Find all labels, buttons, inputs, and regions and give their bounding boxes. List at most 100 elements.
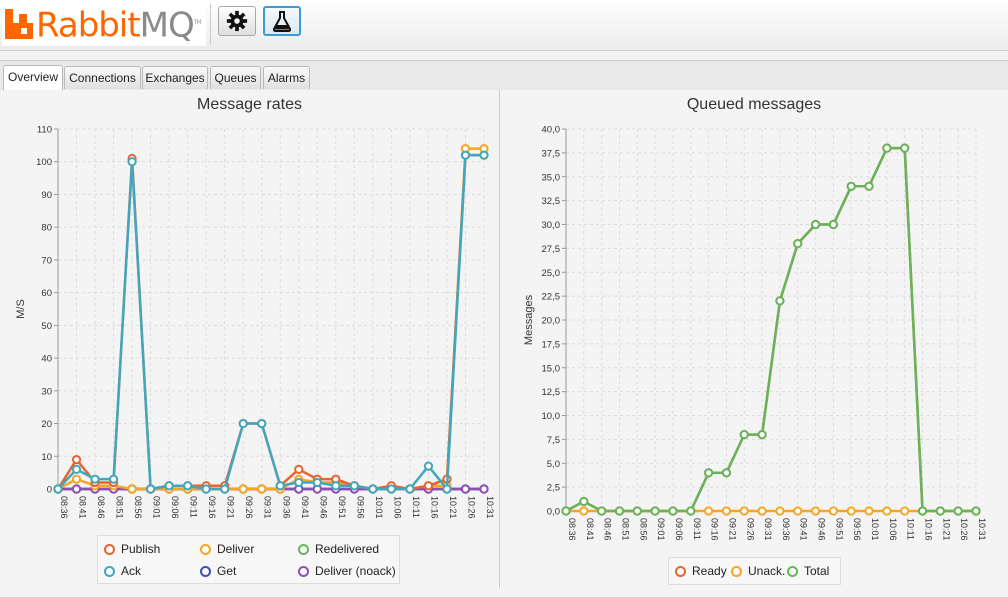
- y-axis-label: Messages: [523, 294, 535, 345]
- data-point: [479, 150, 489, 160]
- series-total: [561, 143, 981, 516]
- tab-alarms[interactable]: Alarms: [263, 66, 310, 89]
- y-tick-label: 37,5: [542, 148, 561, 159]
- tab-connections[interactable]: Connections: [64, 66, 141, 89]
- data-point: [882, 143, 892, 153]
- x-tick-label: 10:26: [466, 496, 476, 519]
- x-tick-label: 09:51: [337, 496, 347, 519]
- y-tick-label: 10,0: [542, 411, 561, 422]
- legend-item-total[interactable]: Total: [787, 564, 829, 578]
- x-tick-label: 09:16: [710, 518, 720, 540]
- legend-marker: [104, 565, 115, 577]
- series-line: [565, 146, 976, 513]
- settings-button[interactable]: [218, 6, 256, 36]
- data-point: [71, 464, 82, 474]
- y-tick-label: 12,5: [542, 387, 561, 398]
- x-tick-label: 10:16: [924, 518, 934, 540]
- x-tick-label: 09:46: [817, 518, 827, 540]
- gear-icon: [226, 10, 248, 32]
- x-tick-label: 08:51: [115, 496, 125, 519]
- data-point: [183, 481, 193, 491]
- x-tick-label: 09:11: [189, 496, 199, 518]
- data-point: [201, 484, 211, 494]
- legend-item-unack[interactable]: Unack.: [731, 564, 785, 578]
- tab-exchanges[interactable]: Exchanges: [142, 66, 208, 89]
- x-tick-label: 10:31: [485, 496, 495, 519]
- y-tick-label: 2,5: [547, 483, 560, 494]
- tab-overview[interactable]: Overview: [3, 65, 63, 90]
- x-tick-label: 10:21: [448, 496, 458, 519]
- queued-messages-title: Queued messages: [686, 96, 822, 113]
- rabbitmq-logo-mark: [5, 9, 33, 39]
- x-tick-label: 10:01: [870, 518, 880, 540]
- data-point: [739, 430, 749, 440]
- y-tick-label: 0,0: [547, 507, 560, 518]
- legend-label: Total: [804, 564, 830, 578]
- data-point: [810, 506, 821, 516]
- data-point: [704, 506, 714, 516]
- x-tick-label: 09:41: [300, 496, 310, 519]
- legend-marker: [298, 543, 309, 555]
- x-tick-label: 09:56: [355, 496, 365, 519]
- tab-queues[interactable]: Queues: [210, 66, 261, 89]
- data-point: [146, 484, 156, 494]
- x-tick-label: 09:06: [674, 518, 684, 540]
- y-tick-label: 30,0: [542, 220, 561, 231]
- y-tick-label: 90: [41, 190, 52, 201]
- data-point: [882, 506, 892, 516]
- data-point: [164, 481, 174, 491]
- series-line: [57, 153, 484, 491]
- grid: [57, 128, 485, 490]
- x-tick-label: 10:06: [888, 518, 898, 540]
- data-point: [71, 484, 82, 494]
- top-toolbar: RabbitMQTM: [0, 0, 1008, 51]
- data-point: [846, 506, 856, 516]
- data-point: [739, 506, 749, 516]
- rabbitmq-logo: RabbitMQTM: [2, 2, 206, 46]
- legend-marker: [200, 565, 211, 577]
- legend-marker: [731, 565, 742, 577]
- legend-item-publish[interactable]: Publish: [104, 542, 160, 556]
- legend-item-ready[interactable]: Ready: [675, 564, 727, 578]
- x-tick-label: 09:01: [152, 496, 162, 519]
- data-point: [71, 474, 82, 484]
- y-tick-label: 40,0: [542, 125, 561, 136]
- legend-marker: [200, 543, 211, 555]
- y-tick-label: 0: [47, 485, 52, 496]
- x-tick-label: 10:11: [411, 496, 421, 518]
- series-ack: [53, 150, 489, 494]
- y-tick-label: 17,5: [542, 339, 561, 350]
- legend-item-deliver-noack[interactable]: Deliver (noack): [298, 564, 396, 578]
- legend-item-ack[interactable]: Ack: [104, 564, 141, 578]
- legend-item-get[interactable]: Get: [200, 564, 236, 578]
- x-tick-label: 08:51: [620, 518, 630, 540]
- y-tick-label: 20: [41, 419, 52, 430]
- legend-item-deliver[interactable]: Deliver: [200, 542, 254, 556]
- lab-button[interactable]: [263, 6, 301, 36]
- data-point: [479, 484, 489, 494]
- legend-label: Unack.: [748, 564, 786, 578]
- x-tick-label: 09:01: [656, 518, 666, 540]
- legend-item-redelivered[interactable]: Redelivered: [298, 542, 379, 556]
- x-tick-label: 09:36: [281, 496, 291, 519]
- queued-messages-legend: Ready Unack. Total: [668, 557, 841, 585]
- series-publish: [53, 150, 489, 494]
- x-tick-label: 09:51: [834, 518, 844, 540]
- data-point: [953, 506, 963, 516]
- data-point: [721, 468, 732, 478]
- toolbar-separator: [210, 4, 211, 44]
- data-point: [238, 418, 248, 429]
- y-tick-label: 22,5: [542, 292, 561, 303]
- y-tick-label: 100: [36, 157, 52, 168]
- data-point: [349, 481, 359, 491]
- x-tick-label: 10:26: [959, 518, 969, 540]
- data-point: [757, 506, 767, 516]
- y-tick-label: 35,0: [542, 172, 561, 183]
- data-point: [238, 484, 248, 494]
- x-tick-label: 09:41: [799, 518, 809, 540]
- data-point: [900, 143, 910, 153]
- data-point: [704, 468, 714, 478]
- y-axis-label: M/S: [15, 299, 27, 319]
- flask-icon: [272, 11, 292, 32]
- y-tick-label: 7,5: [547, 435, 560, 446]
